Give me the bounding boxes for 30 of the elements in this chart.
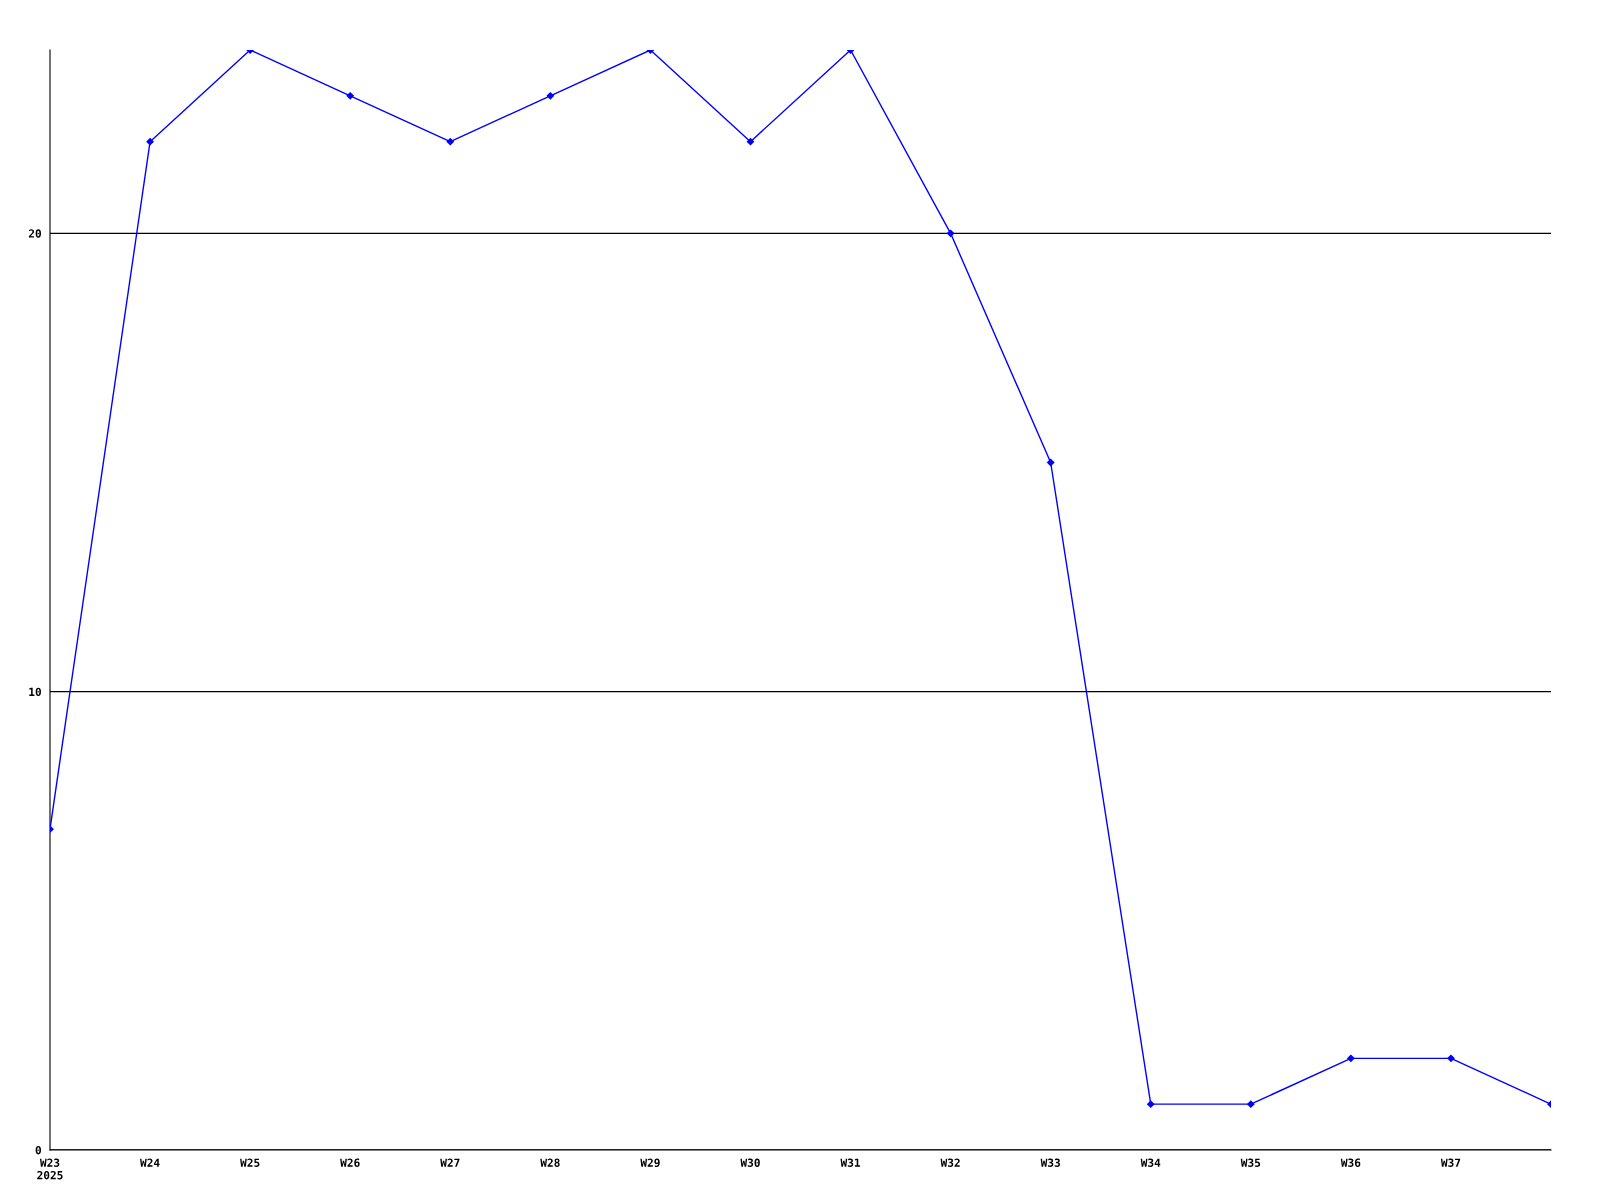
point	[1347, 1054, 1355, 1062]
point	[946, 229, 955, 237]
point	[446, 138, 454, 146]
x-tick-label: W30	[740, 1158, 760, 1167]
x-tick-label: W36	[1340, 1158, 1361, 1167]
point	[346, 92, 354, 100]
x-tick-label: W31	[840, 1158, 861, 1167]
line-series	[50, 50, 1552, 1108]
x-tick-label: W34	[1140, 1158, 1161, 1167]
y-tick-label: 20	[28, 229, 41, 238]
x-tick-label: W37	[1440, 1158, 1461, 1167]
point	[1047, 458, 1055, 467]
x-tick-label: W32	[940, 1158, 960, 1167]
x-tick-label: W25	[240, 1158, 260, 1167]
x-tick-label: W33	[1040, 1158, 1060, 1167]
x-tick-label: W27	[440, 1158, 460, 1167]
x-tick-label: W28	[540, 1158, 560, 1167]
y-tick-label: 0	[35, 1145, 41, 1155]
point	[1147, 1100, 1155, 1108]
y-tick-label: 10	[29, 687, 41, 697]
x-tick-label: W29	[640, 1158, 660, 1167]
x-tick-label: W23 2025	[37, 1158, 63, 1180]
x-tick-label: W26	[340, 1158, 360, 1167]
x-tick-label: W24	[140, 1158, 160, 1167]
point	[1247, 1100, 1255, 1108]
x-tick-label: W35	[1240, 1158, 1261, 1167]
point	[746, 138, 755, 146]
point	[1447, 1054, 1455, 1062]
point	[146, 138, 154, 146]
point	[546, 92, 554, 100]
